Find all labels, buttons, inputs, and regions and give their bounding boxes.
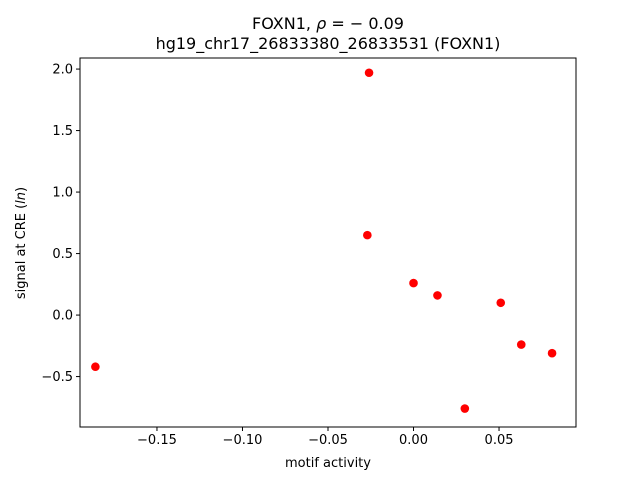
data-point-4 [433, 291, 442, 300]
y-axis-label: signal at CRE (ln) [14, 187, 29, 299]
chart-title-line1: FOXN1, ρ = − 0.09 [252, 14, 404, 33]
x-tick-label: 0.00 [399, 433, 428, 448]
data-point-1 [364, 68, 374, 78]
chart-title-line2: hg19_chr17_26833380_26833531 (FOXN1) [156, 34, 501, 54]
y-tick-label: 2.0 [52, 63, 73, 78]
y-tick-label: −0.5 [41, 370, 73, 385]
data-point-7 [547, 348, 557, 358]
x-axis-label: motif activity [285, 456, 371, 471]
y-tick-label: 1.0 [52, 186, 73, 201]
y-tick-label: 0.0 [52, 309, 73, 324]
y-tick-label: 1.5 [52, 124, 73, 139]
data-point-3 [409, 278, 418, 288]
x-tick-label: 0.05 [485, 433, 514, 448]
x-tick-label: −0.15 [137, 433, 177, 448]
data-point-5 [496, 298, 506, 308]
data-point-8 [460, 404, 470, 413]
data-point-2 [363, 230, 372, 240]
x-tick-label: −0.05 [308, 433, 348, 448]
plot-area: −0.15 −0.10 −0.05 0.00 0.05 −0.5 0.0 0.5 1.0 1.5 2… [41, 57, 577, 448]
data-point-0 [91, 362, 100, 372]
x-tick-label: −0.10 [223, 433, 263, 448]
y-tick-label: 0.5 [52, 247, 73, 262]
data-point-6 [516, 340, 526, 349]
